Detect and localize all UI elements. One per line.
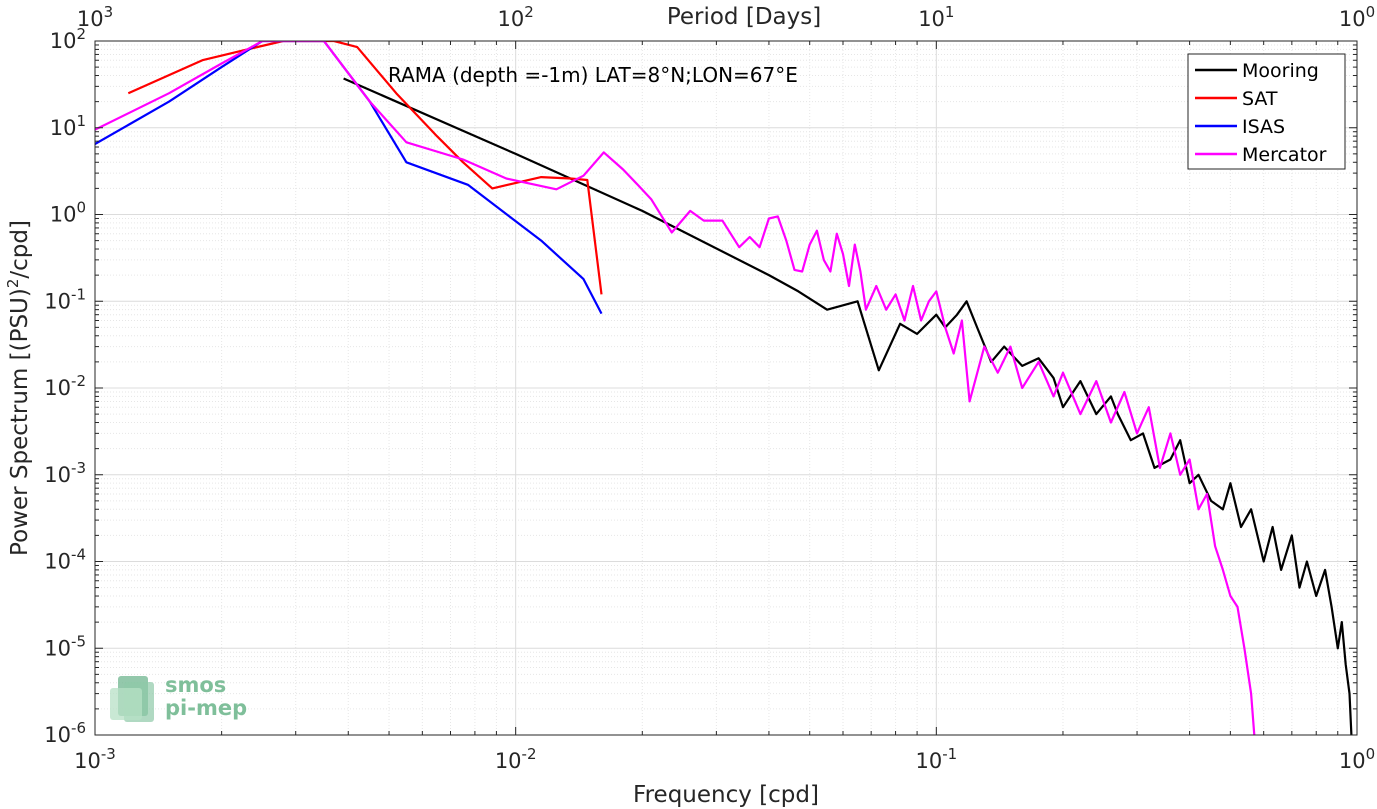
y-tick-label-base: 10 — [44, 463, 71, 487]
top-tick-label-base: 10 — [498, 7, 525, 31]
y-tick-label-base: 10 — [50, 203, 77, 227]
y-tick-label-exp: 1 — [76, 112, 86, 130]
series-group — [95, 41, 1353, 735]
y-axis-title-main: Power Spectrum [(PSU) — [7, 288, 33, 556]
y-tick-label-exp: 0 — [76, 199, 86, 217]
y-tick-label: 10-5 — [44, 632, 86, 660]
series-line-mercator — [95, 41, 1256, 735]
y-tick-label: 100 — [50, 199, 86, 227]
y-axis-title-sup: 2 — [4, 279, 22, 289]
y-tick-label-exp: -3 — [71, 459, 86, 477]
legend-label-isas: ISAS — [1242, 116, 1285, 138]
logo-text-pimep: pi-mep — [165, 696, 247, 720]
top-tick-label-exp: 1 — [945, 3, 955, 21]
y-tick-label: 102 — [50, 25, 86, 53]
x-tick-labels: 10-3 10-2 10-1 100 — [74, 745, 1375, 773]
logo-text-smos: smos — [165, 673, 226, 697]
top-tick-labels: 103 102 101 100 — [77, 3, 1375, 31]
top-tick-label-exp: 3 — [104, 3, 114, 21]
y-tick-label-base: 10 — [50, 116, 77, 140]
y-tick-label-base: 10 — [44, 723, 71, 747]
y-tick-label: 10-2 — [44, 372, 86, 400]
y-tick-label-exp: 2 — [76, 25, 86, 43]
x-tick-label: 10-3 — [74, 745, 116, 773]
top-tick-label: 102 — [498, 3, 534, 31]
top-tick-label-base: 10 — [1339, 7, 1366, 31]
top-tick-label-exp: 2 — [524, 3, 534, 21]
series-line-mooring — [343, 77, 1353, 735]
x-axis-title: Frequency [cpd] — [633, 782, 819, 808]
top-tick-label: 100 — [1339, 3, 1375, 31]
x-tick-label-exp: -2 — [522, 745, 537, 763]
legend-label-sat: SAT — [1242, 88, 1278, 110]
x-tick-label: 10-2 — [495, 745, 537, 773]
logo-layer-3 — [110, 688, 142, 720]
x-tick-label-base: 10 — [915, 749, 942, 773]
y-tick-label: 101 — [50, 112, 86, 140]
top-tick-label-base: 10 — [77, 7, 104, 31]
x-tick-label-base: 10 — [495, 749, 522, 773]
tick-marks — [94, 40, 1358, 736]
y-tick-label-exp: -5 — [71, 632, 86, 650]
y-tick-label-exp: -6 — [71, 719, 86, 737]
top-tick-label-base: 10 — [918, 7, 945, 31]
y-tick-label-exp: -1 — [71, 285, 86, 303]
y-tick-label: 10-6 — [44, 719, 86, 747]
x-tick-label-base: 10 — [1339, 749, 1366, 773]
y-tick-label-base: 10 — [50, 29, 77, 53]
x-tick-label-base: 10 — [74, 749, 101, 773]
top-tick-label: 101 — [918, 3, 954, 31]
top-tick-label: 103 — [77, 3, 113, 31]
x-tick-label-exp: 0 — [1366, 745, 1376, 763]
y-axis-title: Power Spectrum [(PSU)2/cpd] — [4, 220, 33, 556]
y-tick-label-base: 10 — [44, 550, 71, 574]
series-layer — [95, 41, 1353, 735]
chart-annotation: RAMA (depth =-1m) LAT=8°N;LON=67°E — [388, 63, 798, 87]
top-axis-title: Period [Days] — [667, 4, 821, 30]
y-axis-title-tail: /cpd] — [7, 220, 33, 279]
x-tick-label: 100 — [1339, 745, 1375, 773]
smos-pi-mep-logo: smos pi-mep — [110, 673, 247, 722]
y-tick-label-base: 10 — [44, 636, 71, 660]
x-tick-label-exp: -1 — [942, 745, 957, 763]
y-tick-label-base: 10 — [44, 376, 71, 400]
top-tick-label-exp: 0 — [1366, 3, 1376, 21]
y-tick-label: 10-3 — [44, 459, 86, 487]
y-tick-label: 10-1 — [44, 285, 86, 313]
legend-label-mercator: Mercator — [1242, 144, 1327, 166]
x-tick-label: 10-1 — [915, 745, 957, 773]
y-tick-label-exp: -4 — [71, 546, 86, 564]
legend: Mooring SAT ISAS Mercator — [1187, 53, 1346, 170]
y-tick-label: 10-4 — [44, 546, 86, 574]
y-tick-label-exp: -2 — [71, 372, 86, 390]
y-tick-label-base: 10 — [44, 289, 71, 313]
minor-grid — [95, 41, 1357, 735]
legend-box — [1187, 53, 1346, 170]
x-tick-label-exp: -3 — [101, 745, 116, 763]
legend-label-mooring: Mooring — [1242, 60, 1319, 82]
